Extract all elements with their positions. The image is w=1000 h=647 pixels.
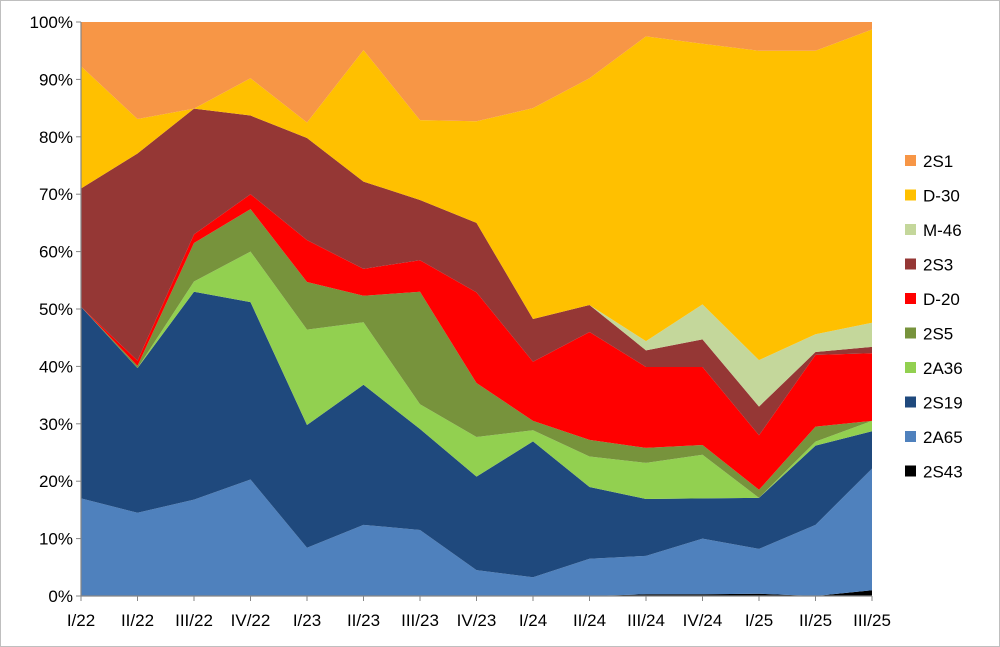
legend-swatch-2s5: [905, 327, 916, 339]
legend-label-2s19: 2S19: [923, 394, 963, 413]
legend-swatch-2s1: [905, 155, 916, 166]
y-tick-label: 90%: [39, 70, 73, 89]
x-tick-label: I/22: [67, 611, 95, 630]
legend: 2S1 D-30 M-46 2S3 D-20 2S5 2A36 2S19 2A65 2S43: [905, 152, 963, 482]
legend-label-2a65: 2A65: [923, 428, 963, 447]
legend-swatch-2s3: [905, 258, 916, 270]
legend-label-2a36: 2A36: [923, 359, 963, 378]
area-2a65: [81, 468, 872, 596]
legend-swatch-d-30: [905, 189, 916, 201]
legend-label-2s5: 2S5: [923, 325, 953, 344]
x-tick-label: II/23: [347, 611, 380, 630]
legend-swatch-d-20: [905, 293, 916, 304]
x-tick-label: III/23: [401, 611, 439, 630]
y-tick-label: 10%: [39, 530, 73, 549]
x-tick-label: II/25: [799, 611, 832, 630]
area-2s1: [81, 22, 872, 123]
x-tick-label: III/22: [175, 611, 213, 630]
legend-swatch-2a36: [905, 362, 916, 373]
y-tick-label: 0%: [48, 587, 73, 606]
x-tick-label: II/22: [121, 611, 154, 630]
area-series-group: [81, 22, 872, 596]
legend-label-2s1: 2S1: [923, 152, 953, 171]
axes-group: 0% 10% 20% 30% 40% 50% 60% 70% 80% 90% 100% I/22 II/…: [30, 13, 891, 630]
x-tick-label: I/25: [745, 611, 773, 630]
legend-label-2s3: 2S3: [923, 256, 953, 275]
x-tick-label: III/24: [627, 611, 665, 630]
x-tick-label: IV/24: [683, 611, 723, 630]
x-tick-label: II/24: [573, 611, 606, 630]
legend-label-d-20: D-20: [923, 290, 960, 309]
y-tick-label: 20%: [39, 472, 73, 491]
area-2s5: [81, 209, 872, 498]
legend-swatch-2s43: [905, 465, 916, 477]
legend-label-d-30: D-30: [923, 187, 960, 206]
x-tick-label: I/23: [293, 611, 321, 630]
legend-swatch-2a65: [905, 431, 916, 442]
area-d-20: [81, 194, 872, 490]
y-tick-label: 100%: [30, 13, 73, 32]
area-2s3: [81, 108, 872, 436]
legend-label-2s43: 2S43: [923, 463, 963, 482]
legend-swatch-2s19: [905, 396, 916, 408]
legend-label-m-46: M-46: [923, 221, 962, 240]
y-tick-label: 30%: [39, 415, 73, 434]
y-tick-label: 80%: [39, 128, 73, 147]
y-tick-label: 60%: [39, 243, 73, 262]
legend-swatch-m-46: [905, 224, 916, 235]
area-2a36: [81, 251, 872, 499]
x-tick-label: I/24: [519, 611, 547, 630]
x-tick-label: IV/23: [457, 611, 497, 630]
x-tick-label: III/25: [853, 611, 891, 630]
area-2s43: [81, 590, 872, 596]
y-tick-label: 70%: [39, 185, 73, 204]
area-2s19: [81, 291, 872, 578]
area-m-46: [81, 108, 872, 407]
y-tick-label: 50%: [39, 300, 73, 319]
y-tick-label: 40%: [39, 357, 73, 376]
area-d-30: [81, 29, 872, 361]
x-tick-label: IV/22: [231, 611, 271, 630]
